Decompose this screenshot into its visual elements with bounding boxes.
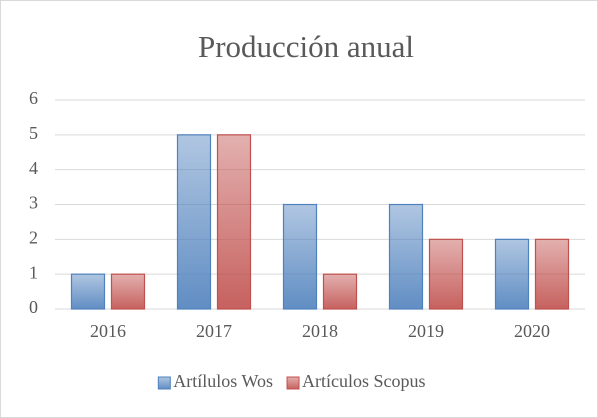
y-tick-label: 2 [29,227,38,247]
y-tick-label: 5 [29,123,38,143]
y-tick-label: 3 [29,193,38,213]
x-tick-label: 2017 [196,321,232,341]
legend-label: Artículos Scopus [302,371,426,391]
legend-swatch [157,376,171,390]
bar [216,134,252,310]
bar [428,238,464,310]
bar [176,134,212,310]
x-tick-label: 2018 [302,321,338,341]
y-tick-label: 4 [29,158,38,178]
legend-swatch [286,376,300,390]
bar [494,238,530,310]
y-tick-label: 0 [29,297,38,317]
x-tick-label: 2016 [90,321,126,341]
bar [282,203,318,310]
bar [70,273,106,310]
x-tick-label: 2020 [514,321,550,341]
bar [322,273,358,310]
bar [534,238,570,310]
x-tick-label: 2019 [408,321,444,341]
y-tick-label: 6 [29,88,38,108]
legend-label: Artílulos Wos [173,371,273,391]
bar [110,273,146,310]
y-tick-label: 1 [29,262,38,282]
chart-title: Producción anual [198,29,414,64]
bar [388,203,424,310]
